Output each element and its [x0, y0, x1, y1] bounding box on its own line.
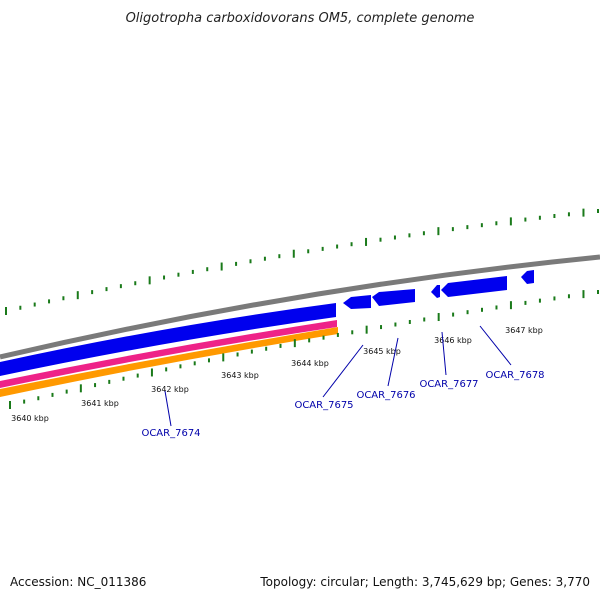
callout-line-ocar-7674: [164, 390, 172, 427]
gene-label-ocar-7678[interactable]: OCAR_7678: [485, 370, 544, 381]
callout-line-ocar-7677: [441, 331, 447, 376]
tick-label: 3642 kbp: [151, 385, 189, 394]
feature-band-magenta: [0, 320, 337, 388]
callout-line-ocar-7676: [387, 337, 399, 387]
tick-label-group: 3640 kbp 3641 kbp 3642 kbp 3643 kbp 3644…: [11, 326, 543, 423]
gene-label-ocar-7675[interactable]: OCAR_7675: [294, 400, 353, 411]
genome-backbone: [0, 254, 600, 360]
callout-line-ocar-7675: [322, 344, 364, 398]
genome-summary-text: Topology: circular; Length: 3,745,629 bp…: [259, 575, 590, 589]
tick-label: 3640 kbp: [11, 414, 49, 423]
accession-text: Accession: NC_011386: [10, 575, 146, 589]
gene-callout-group: OCAR_7674 OCAR_7675 OCAR_7676 OCAR_7677 …: [141, 325, 545, 439]
tick-label: 3645 kbp: [363, 347, 401, 356]
tick-label: 3646 kbp: [434, 336, 472, 345]
inner-tick-ring: [9, 290, 599, 409]
cds-feature-ocar-7676[interactable]: [372, 289, 415, 306]
cds-feature-ocar-7677[interactable]: [431, 285, 440, 298]
feature-band-orange: [0, 327, 338, 397]
gene-label-ocar-7676[interactable]: OCAR_7676: [356, 390, 415, 401]
gene-label-ocar-7677[interactable]: OCAR_7677: [419, 379, 478, 390]
tick-label: 3643 kbp: [221, 371, 259, 380]
cds-feature-track: [0, 270, 534, 376]
cds-feature-ocar-7678[interactable]: [441, 276, 507, 297]
map-title: Oligotropha carboxidovorans OM5, complet…: [126, 11, 475, 26]
tick-label: 3647 kbp: [505, 326, 543, 335]
tick-label: 3641 kbp: [81, 399, 119, 408]
cds-feature-partial[interactable]: [521, 270, 534, 284]
outer-tick-ring: [5, 208, 599, 315]
callout-line-ocar-7678: [479, 325, 512, 366]
cds-feature-ocar-7675[interactable]: [343, 295, 371, 309]
gene-label-ocar-7674[interactable]: OCAR_7674: [141, 428, 200, 439]
cds-feature-block[interactable]: [0, 303, 336, 376]
tick-label: 3644 kbp: [291, 359, 329, 368]
